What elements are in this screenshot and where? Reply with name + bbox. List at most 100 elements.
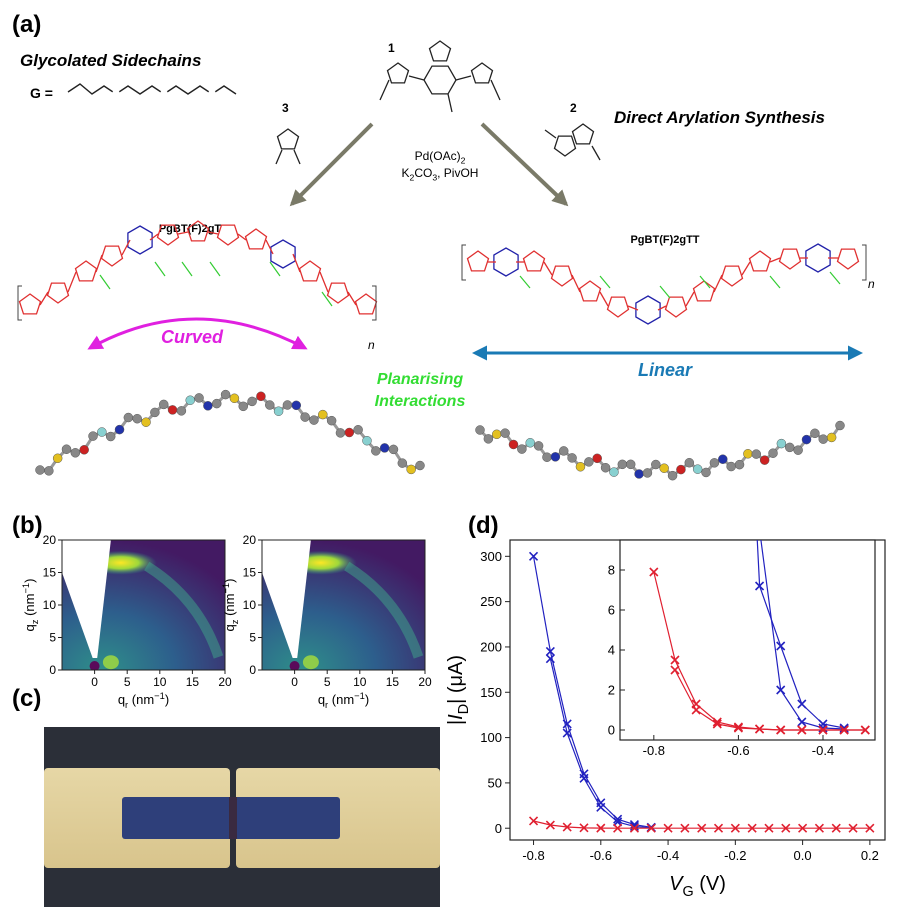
atom <box>238 401 249 412</box>
heatmap-spot <box>102 655 119 670</box>
bond <box>627 305 639 311</box>
data-marker <box>733 723 743 733</box>
data-marker <box>781 823 791 833</box>
atom <box>533 441 544 451</box>
ring <box>74 260 98 282</box>
plot-area <box>649 526 870 735</box>
data-marker <box>629 821 640 831</box>
x-tick-label: 0.2 <box>861 848 879 863</box>
y-tick-label: 4 <box>608 643 615 658</box>
atom <box>684 457 695 468</box>
ring <box>664 296 688 318</box>
bond <box>237 233 247 241</box>
atom <box>344 427 355 438</box>
bond <box>490 79 501 101</box>
h-bond <box>659 285 671 299</box>
y-axis-label: qz (nm−1) <box>221 579 240 632</box>
h-bond <box>769 275 781 289</box>
compound-number: 1 <box>388 41 395 55</box>
y-tick-label: 8 <box>608 563 615 578</box>
ring <box>836 248 860 270</box>
ring <box>550 265 574 287</box>
atom <box>300 412 310 422</box>
repeat-index: n <box>368 338 375 352</box>
data-marker <box>545 820 555 830</box>
panel-d: -0.8 -0.6 -0.4 -0.2 0.0 0.2 0 50 100 150 200 250 300… <box>445 526 886 900</box>
synthesis-title: Direct Arylation Synthesis <box>614 108 825 127</box>
atom <box>491 429 502 440</box>
sidechain-bonds <box>67 83 237 95</box>
atom <box>167 405 178 415</box>
heatmap-ring <box>144 561 224 659</box>
ring <box>470 62 494 84</box>
planarising-label: Planarising <box>377 371 463 388</box>
bond <box>39 291 49 306</box>
ring <box>100 245 124 267</box>
atom <box>659 463 669 473</box>
heatmap-spot <box>302 655 319 670</box>
y-tick-label: 20 <box>243 533 257 547</box>
y-tick-label: 20 <box>43 533 57 547</box>
data-marker <box>663 823 673 833</box>
y-tick-label: 200 <box>480 639 502 654</box>
atom <box>525 438 535 448</box>
bond <box>379 79 390 101</box>
data-marker <box>562 822 572 832</box>
series-line <box>674 669 866 731</box>
atom <box>743 449 753 459</box>
bond <box>685 291 695 307</box>
atom <box>768 448 778 458</box>
label-part: r <box>325 700 328 710</box>
atom <box>211 398 222 409</box>
h-bond <box>99 274 111 290</box>
data-marker <box>596 823 606 833</box>
bond <box>275 149 283 165</box>
label-part: 2 <box>410 173 415 183</box>
ring <box>522 250 546 272</box>
data-marker <box>848 823 858 833</box>
atom <box>397 458 408 468</box>
data-marker <box>797 699 807 709</box>
ring <box>423 65 457 95</box>
y-tick-label: 10 <box>243 598 257 612</box>
atom <box>35 465 45 475</box>
ring <box>635 295 661 325</box>
bracket <box>17 285 377 321</box>
label-part: q <box>22 624 37 631</box>
ring <box>46 282 70 304</box>
bond <box>121 239 131 256</box>
label-part: ) <box>165 692 169 707</box>
atom <box>751 449 762 459</box>
atom <box>483 434 494 444</box>
atom <box>256 391 266 402</box>
label-part: −1 <box>221 583 231 594</box>
data-marker <box>629 823 640 833</box>
y-tick-label: 10 <box>43 598 57 612</box>
data-marker <box>579 773 589 783</box>
atom <box>609 467 619 477</box>
ring <box>720 265 744 287</box>
linear-label: Linear <box>638 360 693 380</box>
label-part: −1 <box>354 691 365 701</box>
ring <box>244 228 268 250</box>
ring <box>18 293 42 315</box>
data-marker <box>646 823 656 833</box>
y-axis-label: qz (nm−1) <box>21 579 40 632</box>
data-marker <box>579 823 589 833</box>
beamstop <box>89 661 100 670</box>
plot-area <box>528 551 875 833</box>
bond <box>455 75 472 81</box>
y-tick-label: 50 <box>488 775 502 790</box>
atom <box>176 406 187 416</box>
data-marker <box>764 823 774 833</box>
label-part: (nm <box>22 594 37 620</box>
y-tick-label: 2 <box>608 683 615 698</box>
atom <box>309 415 319 425</box>
atom <box>718 454 728 464</box>
data-marker <box>756 526 764 534</box>
missing-wedge <box>62 540 111 658</box>
data-marker <box>776 685 786 695</box>
compound-number: 2 <box>570 101 577 115</box>
bond <box>741 261 751 276</box>
ring <box>606 296 630 318</box>
